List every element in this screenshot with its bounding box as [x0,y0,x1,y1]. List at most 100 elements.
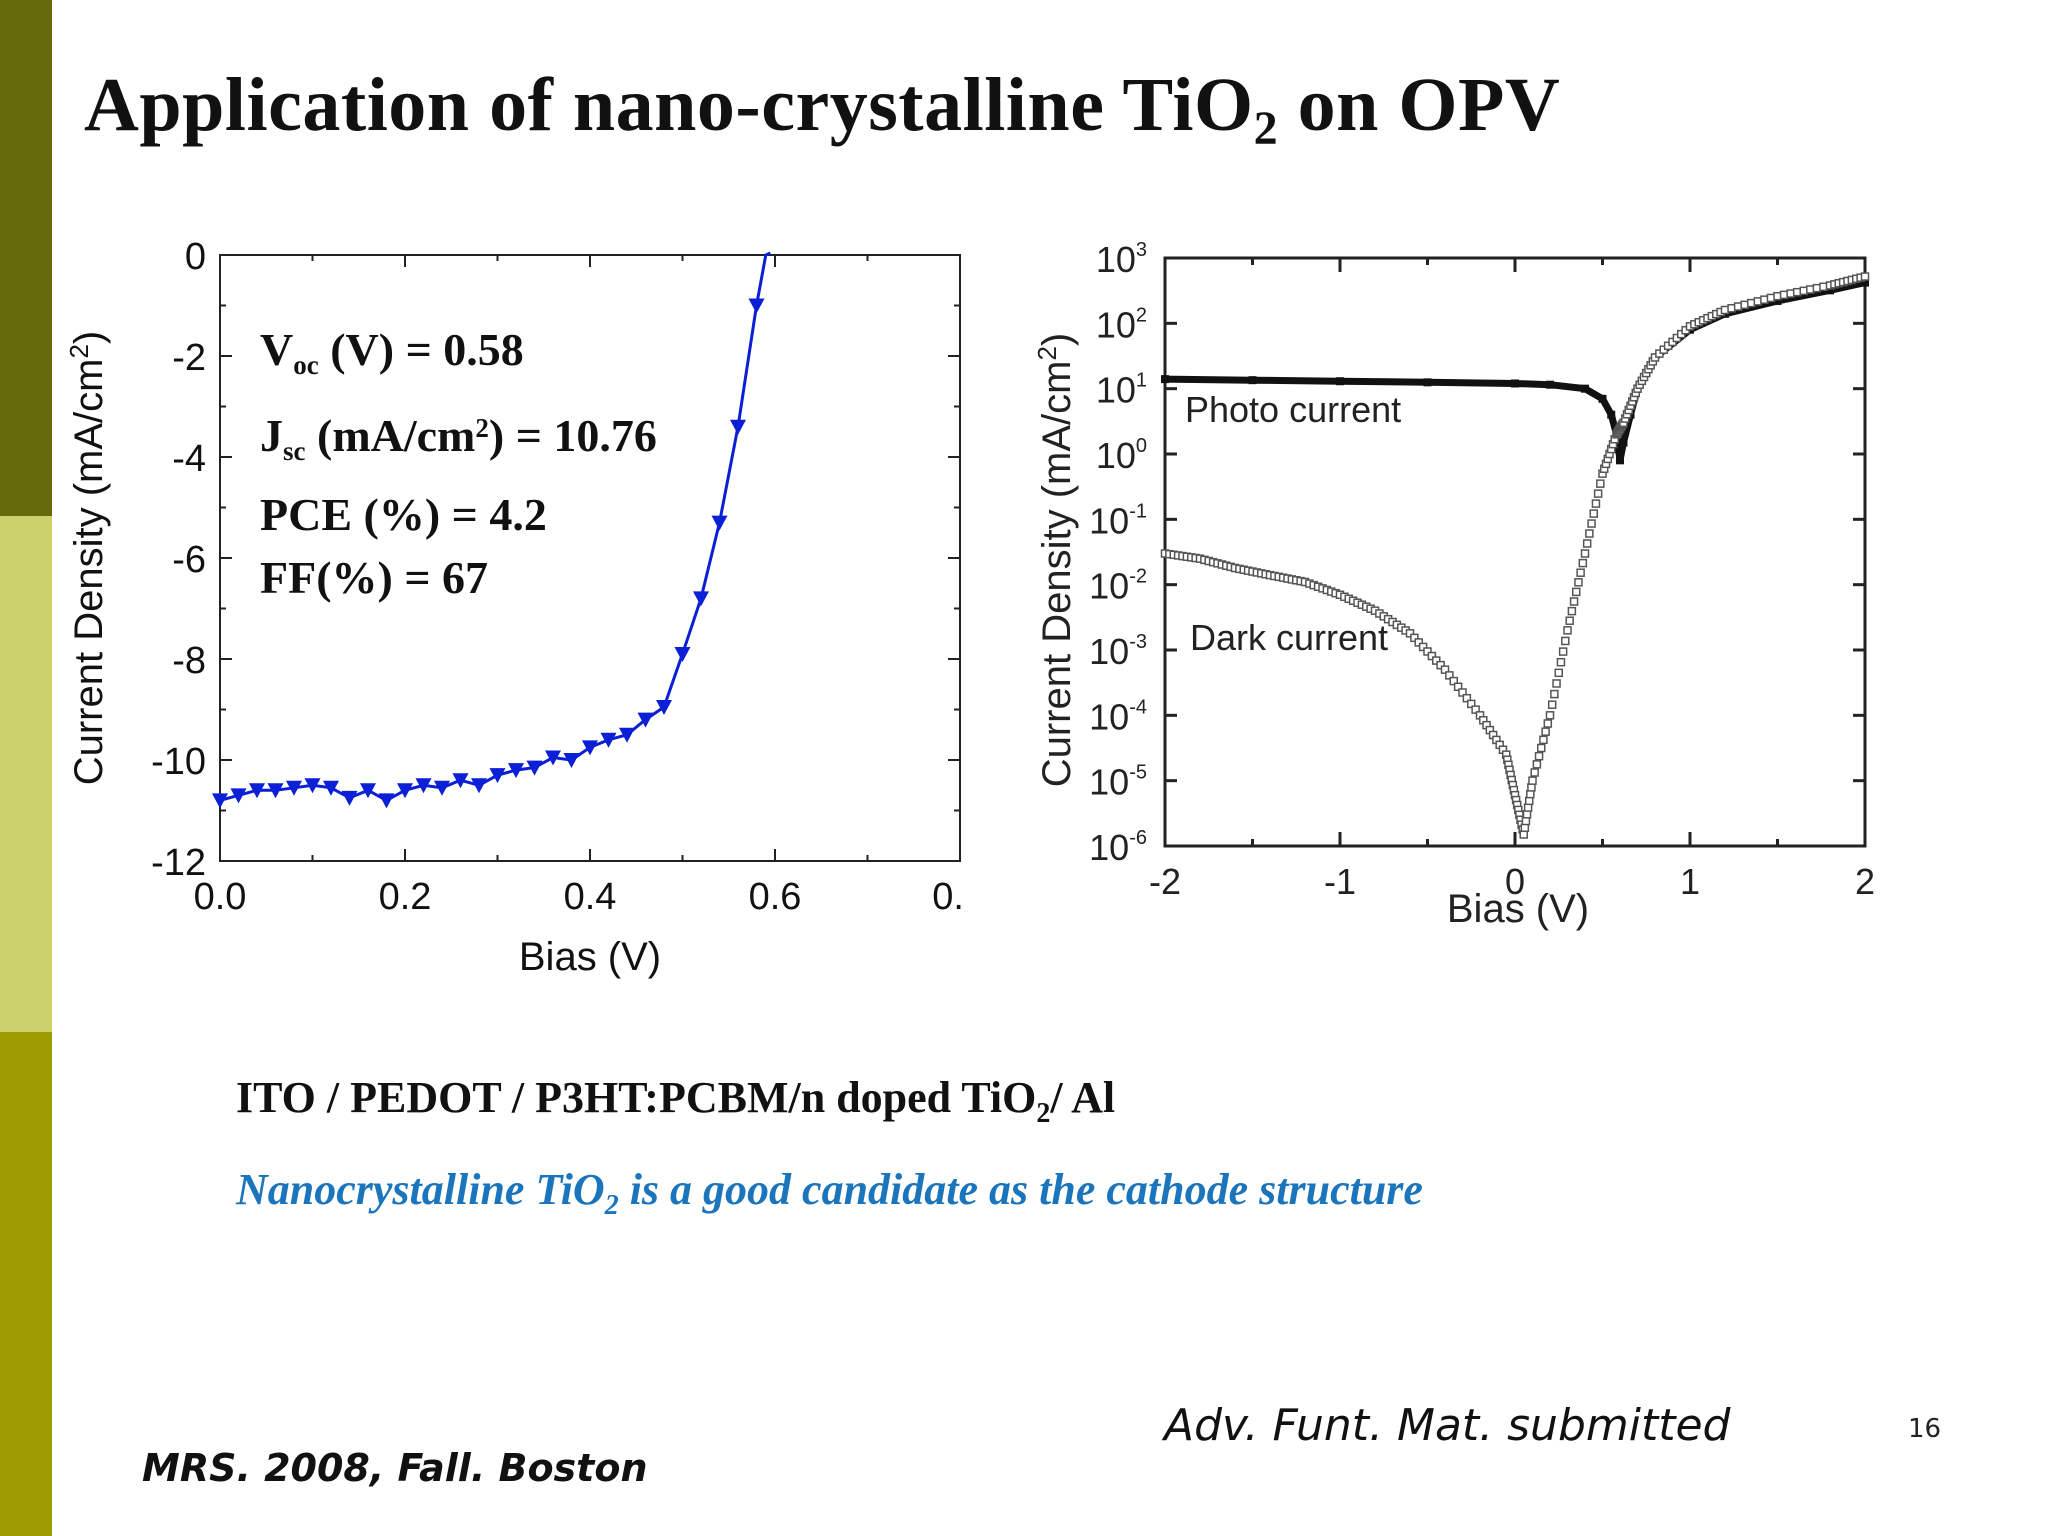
log-y-tick-label: 103 [1096,239,1147,280]
jv-data-point [600,732,617,748]
photo-current-series [1161,278,1869,465]
photo-current-point [1619,438,1628,447]
dark-current-point [1572,587,1581,597]
x-tick-label: 0.6 [749,876,802,918]
accent-band-bottom [0,1032,52,1536]
jv-data-point [323,780,339,796]
dark-current-point [1449,676,1458,686]
log-x-axis-label: Bias (V) [1447,887,1589,931]
photo-current-point [1773,296,1782,305]
accent-band-top [0,0,52,516]
dark-current-point [1558,647,1568,656]
log-x-tick-label: 2 [1855,861,1875,902]
jv-data-point [378,793,395,809]
dark-current-point [1561,636,1570,646]
dark-current-point [1521,816,1531,826]
y-tick-label: -8 [172,640,206,682]
y-tick-label: 0 [185,236,206,278]
log-plot-frame [1163,256,1867,848]
device-structure: ITO / PEDOT / P3HT:PCBM/n doped TiO2/ Al [236,1073,1116,1129]
dark-current-point [1432,656,1441,665]
title-subscript: 2 [1253,102,1279,155]
stat-voc: Voc (V) = 0.58 [260,324,524,380]
log-y-tick-label: 10-1 [1089,500,1147,541]
title-end: on OPV [1278,63,1561,147]
jv-data-point [693,591,709,607]
photo-current-point [1607,410,1616,419]
dark-current-point [1445,671,1454,680]
log-y-tick-label: 10-4 [1089,696,1147,737]
log-x-tick-labels: -2 -1 0 1 2 [1149,861,1875,902]
jv-curve-chart: 0-2-4-6-8-10-12 0.0 0.2 0.4 0.6 0. Bias (V) … [64,236,964,979]
jv-data-point [730,419,746,435]
log-y-tick-label: 101 [1096,370,1147,411]
x-tick-label: 0. [932,876,964,918]
y-tick-label: -10 [151,741,206,783]
x-tick-label: 0.2 [379,876,432,918]
title-main: Application of nano-crystalline TiO [84,63,1254,147]
jv-data-point [249,783,265,799]
dark-current-point [1462,693,1472,703]
dark-current-point [1587,519,1596,528]
jv-data-point [304,778,321,794]
jv-data-point [434,780,450,796]
log-x-tick-label: 1 [1680,861,1700,902]
dark-current-point [1585,529,1594,538]
dark-current-point [1458,688,1467,697]
log-y-tick-label: 10-5 [1089,762,1147,803]
dark-current-point [1526,789,1535,799]
photo-current-point [1511,379,1519,388]
log-y-tick-label: 10-3 [1089,631,1147,672]
dark-current-point [1527,783,1536,792]
dark-current-point [1574,578,1583,587]
dark-current-point [1405,629,1415,638]
dark-current-point [1471,705,1480,714]
jv-data-point [563,753,580,768]
jv-data-point [360,783,376,799]
log-y-tick-labels: 10-6 10-5 10-4 10-3 10-2 10-1 100 101 102 103 [1089,239,1147,868]
dark-current-point [1523,803,1533,812]
x-tick-label: 0.0 [194,876,247,918]
jv-data-point [212,793,228,809]
dark-current-point [1414,638,1423,647]
performance-stats: Voc (V) = 0.58 Jsc (mA/cm2) = 10.76 PCE … [260,318,657,609]
dark-current-point [1591,499,1601,508]
photo-current-point [1826,286,1834,295]
dark-current-point [1427,651,1437,661]
x-tick-label: 0.4 [564,876,617,918]
jv-data-point [582,740,598,756]
photo-current-point [1423,378,1432,387]
dark-current-point [1539,735,1548,745]
photo-current-label: Photo current [1185,389,1401,430]
jv-x-tick-labels: 0.0 0.2 0.4 0.6 0. [194,876,964,918]
log-x-tick-label: -2 [1149,861,1181,902]
jv-data-point [471,778,487,794]
reference-citation: Adv. Funt. Mat. submitted [1164,1400,1731,1451]
jv-data-point [637,712,654,728]
dark-current-point [1453,682,1463,692]
photo-current-point [1161,375,1169,384]
dark-current-point [1520,823,1530,833]
dark-current-point [1554,668,1563,678]
log-x-tick-label: 0 [1505,861,1525,902]
dark-current-point [1593,489,1603,498]
dark-current-point [1530,768,1539,777]
jv-data-point [415,778,432,794]
dark-current-point [1534,751,1544,761]
dark-current-point [1541,727,1550,736]
log-y-tick-label: 10-2 [1089,566,1147,607]
dark-current-point [1576,568,1585,577]
conclusion-text: Nanocrystalline TiO2 is a good candidate… [236,1165,1423,1221]
dark-current-point [1436,660,1445,670]
slide-title: Application of nano-crystalline TiO2 on … [84,62,1560,156]
jv-y-tick-labels: 0 -2 -4 -6 -8 -10 -12 [151,236,206,884]
accent-band-middle [0,516,52,1032]
jv-data-point [619,727,635,743]
jv-axis-ticks [219,254,961,862]
dark-current-point [1543,719,1553,728]
jv-data-point [267,783,284,799]
dark-current-point [1528,776,1537,785]
dark-current-point [1532,760,1542,769]
stat-jsc: Jsc (mA/cm2) = 10.76 [260,410,657,466]
dark-current-point [1519,830,1528,839]
